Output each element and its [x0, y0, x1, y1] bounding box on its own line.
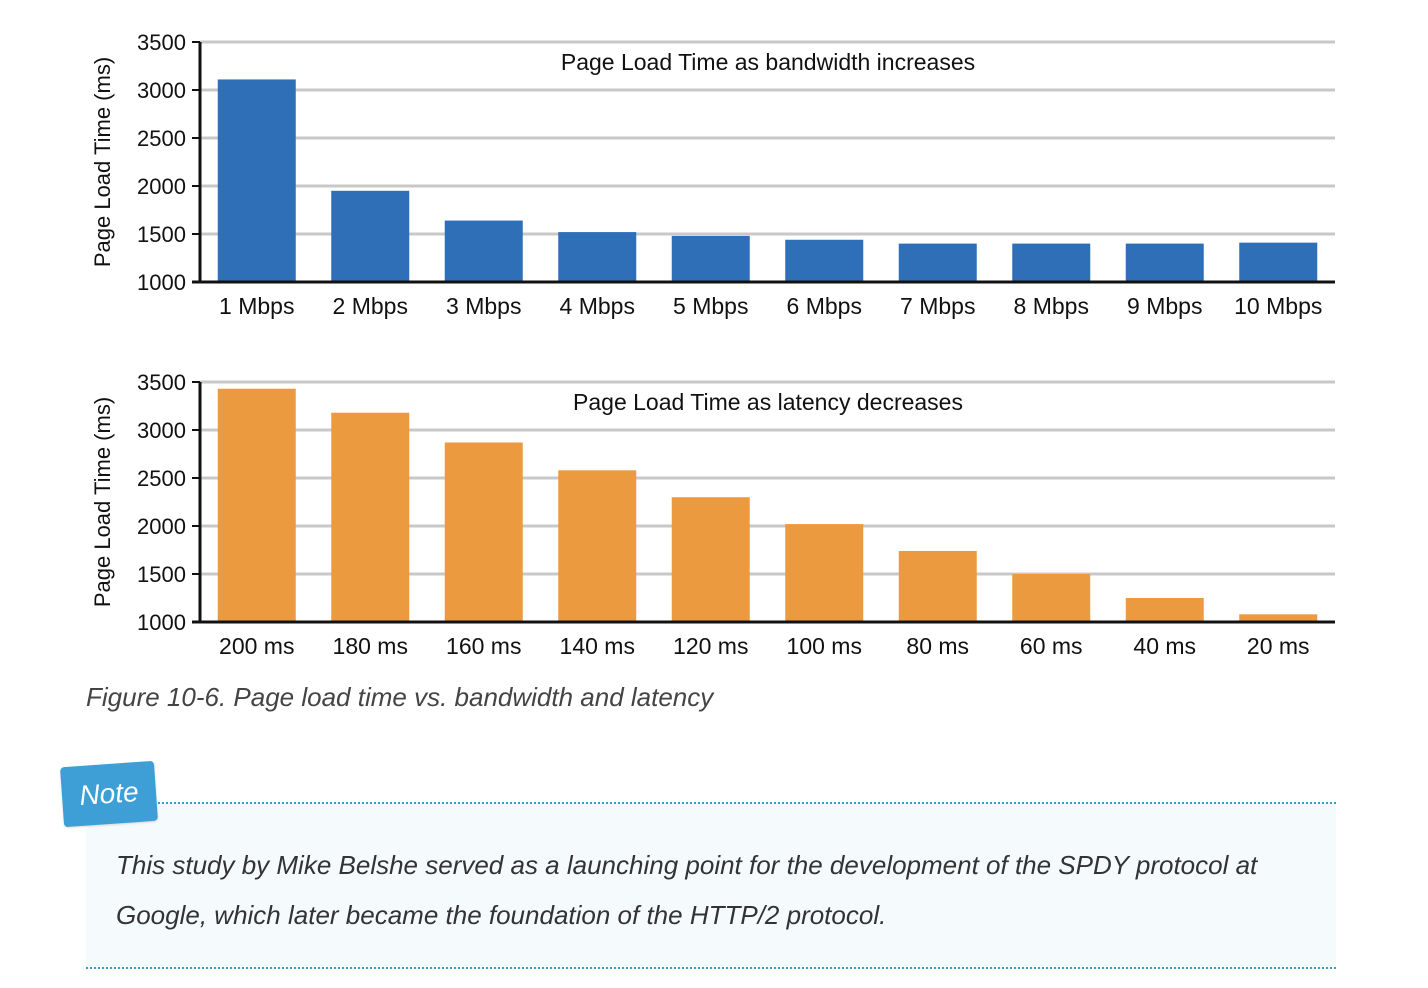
- x-tick-label: 6 Mbps: [787, 293, 862, 319]
- x-tick-label: 100 ms: [787, 633, 862, 659]
- x-tick-label: 60 ms: [1020, 633, 1083, 659]
- y-tick-label: 3000: [137, 78, 186, 103]
- x-tick-label: 1 Mbps: [219, 293, 294, 319]
- x-tick-label: 9 Mbps: [1127, 293, 1202, 319]
- bar: [1012, 243, 1091, 282]
- bar: [1125, 598, 1204, 622]
- y-tick-label: 3500: [137, 370, 186, 395]
- chart-title: Page Load Time as latency decreases: [573, 389, 963, 415]
- bar: [331, 190, 410, 282]
- x-tick-label: 2 Mbps: [333, 293, 408, 319]
- bar: [1239, 242, 1318, 282]
- bar: [898, 243, 977, 282]
- note-text: This study by Mike Belshe served as a la…: [116, 850, 1258, 930]
- x-tick-label: 5 Mbps: [673, 293, 748, 319]
- x-tick-label: 3 Mbps: [446, 293, 521, 319]
- bar: [444, 442, 523, 622]
- y-tick-label: 2000: [137, 514, 186, 539]
- bar: [671, 235, 750, 282]
- x-tick-label: 120 ms: [673, 633, 748, 659]
- bar: [1012, 574, 1091, 622]
- x-tick-label: 200 ms: [219, 633, 294, 659]
- x-tick-label: 20 ms: [1247, 633, 1310, 659]
- y-tick-label: 2000: [137, 174, 186, 199]
- y-tick-label: 1000: [137, 270, 186, 295]
- bar: [217, 79, 296, 282]
- chart-title: Page Load Time as bandwidth increases: [561, 49, 975, 75]
- bar: [671, 497, 750, 622]
- bandwidth-chart: 1000 1500 2000 2500 3000 3500 Page Load Time a…: [90, 30, 1335, 319]
- bar: [217, 388, 296, 622]
- x-tick-label: 140 ms: [560, 633, 635, 659]
- latency-chart: 1000 1500 2000 2500 3000 3500 Page Load Time a…: [90, 370, 1335, 659]
- bar: [785, 239, 864, 282]
- x-tick-label: 7 Mbps: [900, 293, 975, 319]
- y-tick-label: 3000: [137, 418, 186, 443]
- x-tick-label: 10 Mbps: [1234, 293, 1322, 319]
- y-tick-label: 2500: [137, 466, 186, 491]
- bar: [558, 232, 637, 282]
- bar: [558, 470, 637, 622]
- y-tick-label: 1000: [137, 610, 186, 635]
- bar: [898, 550, 977, 622]
- x-tick-label: 8 Mbps: [1014, 293, 1089, 319]
- x-tick-label: 4 Mbps: [560, 293, 635, 319]
- y-tick-label: 1500: [137, 562, 186, 587]
- bar: [444, 220, 523, 282]
- bar: [785, 524, 864, 622]
- x-tick-label: 160 ms: [446, 633, 521, 659]
- x-tick-label: 40 ms: [1133, 633, 1196, 659]
- note-box: This study by Mike Belshe served as a la…: [86, 802, 1336, 969]
- bar: [331, 412, 410, 622]
- y-tick-label: 2500: [137, 126, 186, 151]
- y-tick-label: 1500: [137, 222, 186, 247]
- bar: [1125, 243, 1204, 282]
- y-axis-label: Page Load Time (ms): [90, 57, 115, 267]
- bar: [1239, 614, 1318, 622]
- y-tick-label: 3500: [137, 30, 186, 55]
- x-tick-label: 80 ms: [906, 633, 969, 659]
- figure-caption: Figure 10-6. Page load time vs. bandwidt…: [86, 682, 714, 712]
- x-tick-label: 180 ms: [333, 633, 408, 659]
- note-badge: Note: [60, 760, 158, 828]
- y-axis-label: Page Load Time (ms): [90, 397, 115, 607]
